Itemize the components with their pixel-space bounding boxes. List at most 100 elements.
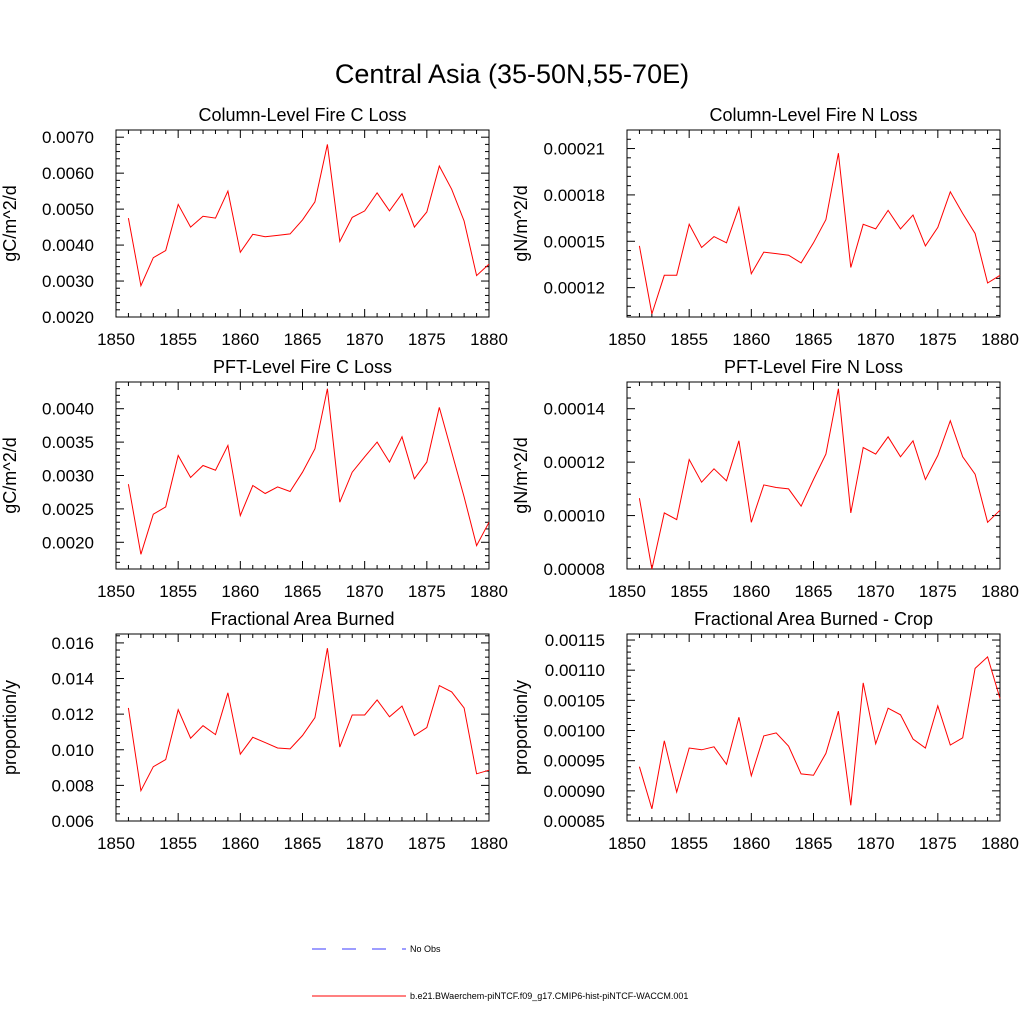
x-tick-label: 1850 [97, 582, 135, 601]
series-line [638, 388, 1001, 570]
x-tick-label: 1880 [470, 330, 508, 349]
x-tick-label: 1870 [857, 834, 895, 853]
series-line [127, 144, 490, 288]
y-axis-label: gN/m^2/d [511, 185, 531, 261]
x-tick-label: 1865 [795, 834, 833, 853]
x-tick-label: 1855 [670, 834, 708, 853]
y-tick-label: 0.012 [51, 705, 94, 724]
x-tick-label: 1850 [608, 834, 646, 853]
legend: No Obs b.e21.BWaerchem-piNTCF.f09_g17.CM… [312, 944, 688, 1001]
plot-frame [115, 633, 490, 822]
x-tick-label: 1880 [470, 834, 508, 853]
x-tick-label: 1875 [408, 834, 446, 853]
y-tick-label: 0.00095 [544, 752, 605, 771]
x-tick-label: 1855 [159, 582, 197, 601]
panel-title: PFT-Level Fire C Loss [213, 357, 392, 377]
x-tick-label: 1865 [284, 330, 322, 349]
x-tick-label: 1860 [732, 582, 770, 601]
y-tick-label: 0.00110 [545, 661, 605, 680]
chart-panel-6: 1850 1855 1860 1865 1870 1875 1880 0.00085 0.000… [511, 609, 1019, 853]
plot-frame [115, 381, 490, 570]
x-tick-label: 1850 [97, 834, 135, 853]
y-axis-label: gC/m^2/d [0, 185, 20, 261]
panel-title: Fractional Area Burned - Crop [694, 609, 933, 629]
y-tick-label: 0.0025 [42, 500, 94, 519]
x-tick-label: 1865 [795, 330, 833, 349]
y-tick-label: 0.006 [51, 812, 94, 831]
panels: 1850 1855 1860 1865 1870 1875 1880 0.0020 0.0030… [0, 105, 1019, 853]
figure-title: Central Asia (35-50N,55-70E) [335, 59, 689, 89]
y-tick-label: 0.00012 [544, 453, 605, 472]
y-tick-label: 0.00115 [545, 631, 605, 650]
y-tick-label: 0.010 [51, 741, 94, 760]
legend-obs-label: No Obs [410, 944, 441, 954]
x-tick-label: 1875 [919, 834, 957, 853]
y-tick-label: 0.00018 [544, 186, 605, 205]
x-tick-label: 1865 [795, 582, 833, 601]
x-tick-label: 1850 [608, 330, 646, 349]
series-line [127, 648, 490, 793]
y-tick-label: 0.0020 [42, 308, 94, 327]
plot-frame [626, 381, 1001, 570]
plot-frame [626, 633, 1001, 822]
y-axis-label: proportion/y [511, 680, 531, 775]
plot-frame [626, 129, 1001, 318]
y-axis-label: proportion/y [0, 680, 20, 775]
x-tick-label: 1880 [981, 330, 1019, 349]
panel-title: Column-Level Fire N Loss [709, 105, 917, 125]
y-tick-label: 0.0030 [42, 272, 94, 291]
y-tick-label: 0.00008 [544, 560, 605, 579]
x-tick-label: 1860 [221, 330, 259, 349]
y-tick-label: 0.00100 [544, 722, 605, 741]
chart-panel-4: 1850 1855 1860 1865 1870 1875 1880 0.00008 0.000… [511, 357, 1019, 601]
x-tick-label: 1860 [221, 582, 259, 601]
y-tick-label: 0.0050 [42, 200, 94, 219]
y-tick-label: 0.0060 [42, 164, 94, 183]
panel-title: PFT-Level Fire N Loss [724, 357, 903, 377]
y-axis-label: gC/m^2/d [0, 437, 20, 513]
y-tick-label: 0.00021 [544, 140, 605, 159]
y-tick-label: 0.008 [51, 776, 94, 795]
y-tick-label: 0.014 [51, 670, 94, 689]
chart-panel-3: 1850 1855 1860 1865 1870 1875 1880 0.0020 0.0025… [0, 357, 508, 601]
x-tick-label: 1850 [608, 582, 646, 601]
y-tick-label: 0.0040 [42, 236, 94, 255]
chart-panel-1: 1850 1855 1860 1865 1870 1875 1880 0.0020 0.0030… [0, 105, 508, 349]
y-axis-label: gN/m^2/d [511, 437, 531, 513]
chart-panel-2: 1850 1855 1860 1865 1870 1875 1880 0.00012 0.000… [511, 105, 1019, 349]
x-tick-label: 1870 [857, 582, 895, 601]
y-tick-label: 0.0030 [42, 467, 94, 486]
x-tick-label: 1855 [670, 330, 708, 349]
x-tick-label: 1870 [346, 582, 384, 601]
legend-model-label: b.e21.BWaerchem-piNTCF.f09_g17.CMIP6-his… [410, 991, 688, 1001]
plot-frame [115, 129, 490, 318]
x-tick-label: 1880 [981, 834, 1019, 853]
x-tick-label: 1860 [732, 834, 770, 853]
x-tick-label: 1860 [221, 834, 259, 853]
x-tick-label: 1855 [159, 330, 197, 349]
panel-title: Column-Level Fire C Loss [198, 105, 406, 125]
y-tick-label: 0.0020 [42, 533, 94, 552]
y-tick-label: 0.016 [51, 634, 94, 653]
series-line [638, 153, 1001, 315]
x-tick-label: 1870 [857, 330, 895, 349]
x-tick-label: 1875 [919, 330, 957, 349]
x-tick-label: 1855 [159, 834, 197, 853]
series-line [127, 388, 490, 555]
y-tick-label: 0.00085 [544, 812, 605, 831]
x-tick-label: 1870 [346, 330, 384, 349]
y-tick-label: 0.00090 [544, 782, 605, 801]
y-tick-label: 0.0070 [42, 128, 94, 147]
x-tick-label: 1850 [97, 330, 135, 349]
y-tick-label: 0.00010 [544, 507, 605, 526]
panel-title: Fractional Area Burned [210, 609, 394, 629]
x-tick-label: 1875 [919, 582, 957, 601]
y-tick-label: 0.00014 [544, 400, 605, 419]
x-tick-label: 1880 [470, 582, 508, 601]
y-tick-label: 0.0035 [42, 433, 94, 452]
x-tick-label: 1860 [732, 330, 770, 349]
series-line [638, 655, 1001, 810]
x-tick-label: 1875 [408, 582, 446, 601]
x-tick-label: 1880 [981, 582, 1019, 601]
